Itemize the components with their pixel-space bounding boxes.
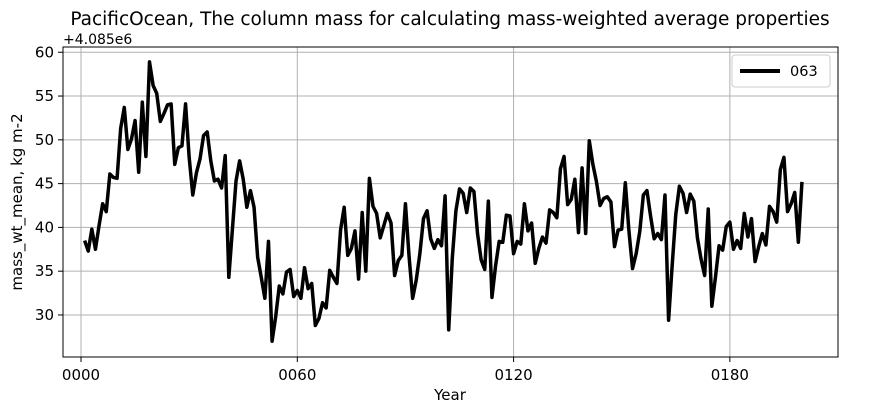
legend: 063 bbox=[731, 54, 831, 88]
y-axis-label: mass_wt_mean, kg m-2 bbox=[8, 113, 27, 290]
legend-label-063: 063 bbox=[790, 64, 818, 80]
series-line-063 bbox=[82, 60, 804, 343]
x-tick-label: 0120 bbox=[494, 366, 532, 384]
x-axis: 0000 0060 0120 0180 bbox=[62, 357, 749, 384]
x-axis-label: Year bbox=[433, 386, 467, 404]
chart-title: PacificOcean, The column mass for calcul… bbox=[70, 9, 829, 30]
plot-frame bbox=[62, 46, 839, 358]
x-tick-label: 0060 bbox=[278, 366, 316, 384]
y-offset-text: +4.085e6 bbox=[63, 32, 132, 48]
y-axis: 30 35 40 45 50 55 60 bbox=[35, 43, 63, 324]
y-tick-label: 30 bbox=[35, 306, 54, 324]
legend-box bbox=[731, 54, 831, 88]
y-tick-label: 45 bbox=[35, 175, 54, 193]
series-lines bbox=[82, 60, 804, 343]
x-tick-label: 0000 bbox=[62, 366, 100, 384]
x-tick-label: 0180 bbox=[711, 366, 749, 384]
y-tick-label: 40 bbox=[35, 218, 54, 236]
y-tick-label: 50 bbox=[35, 131, 54, 149]
y-tick-label: 35 bbox=[35, 262, 54, 280]
y-tick-label: 55 bbox=[35, 87, 54, 105]
y-tick-label: 60 bbox=[35, 43, 54, 61]
